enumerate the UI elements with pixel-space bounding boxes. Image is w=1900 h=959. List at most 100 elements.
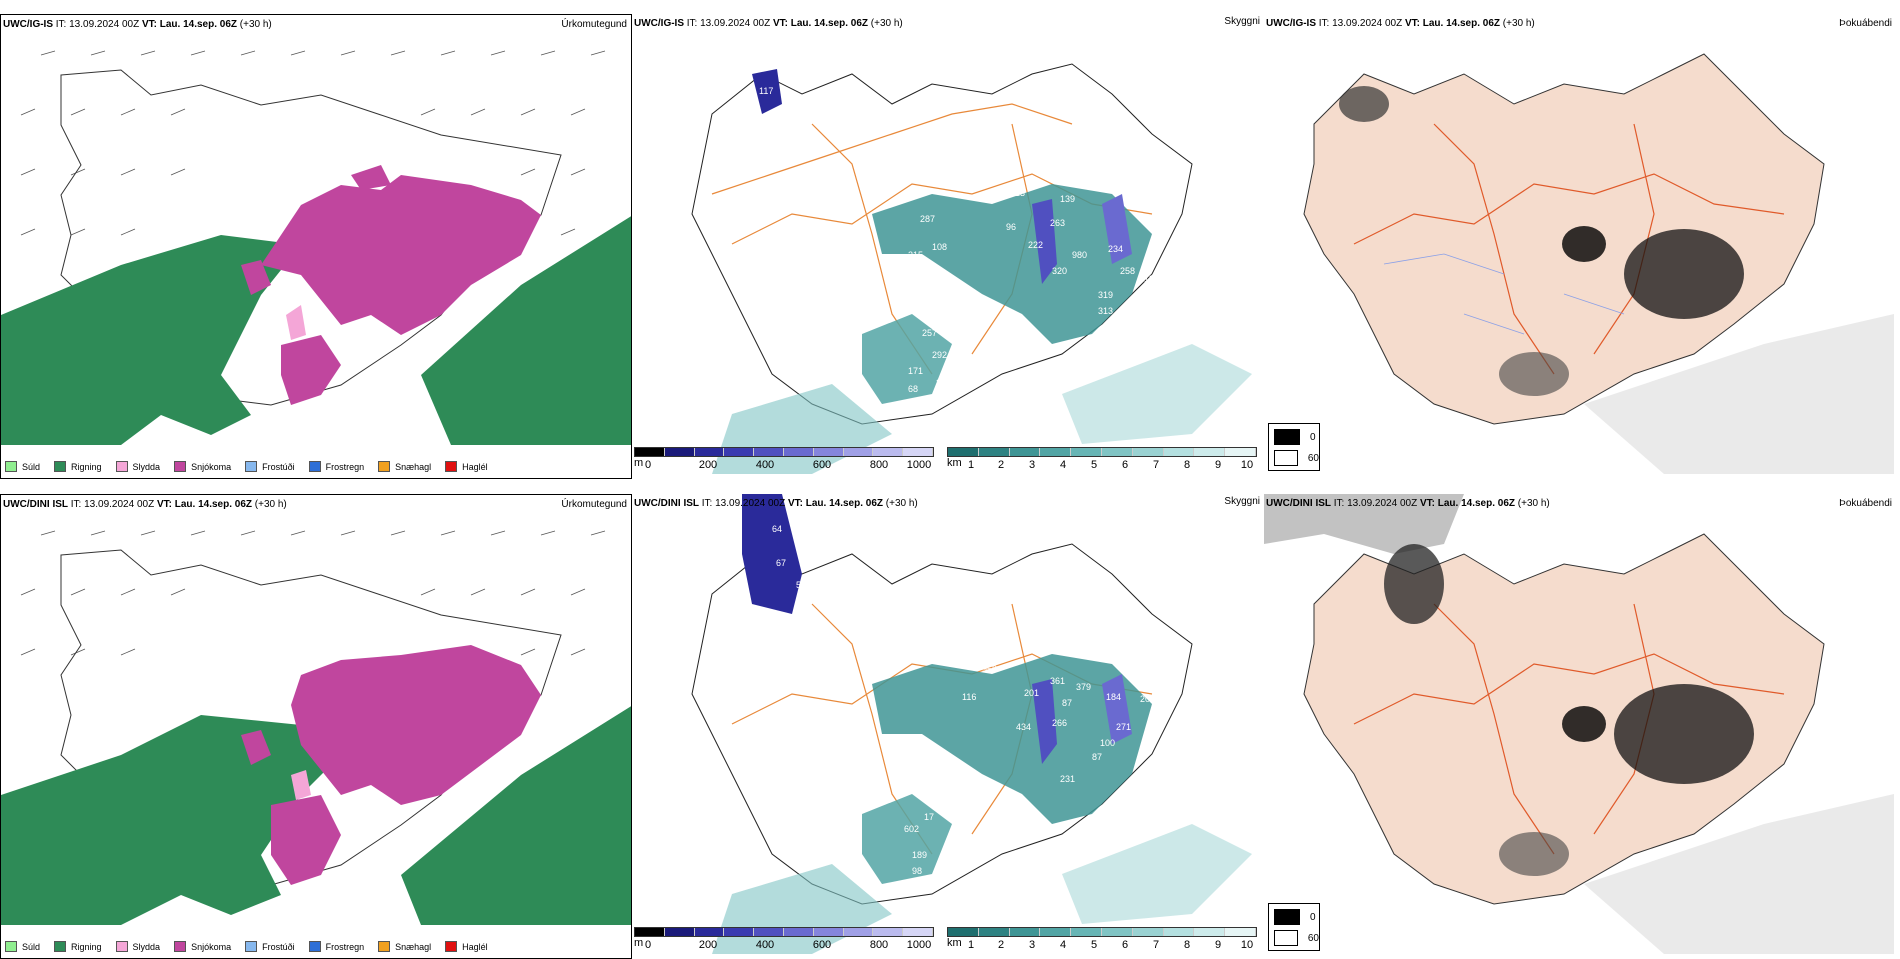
panel-header: UWC/IG-IS IT: 13.09.2024 00Z VT: Lau. 14…: [634, 18, 903, 29]
tick-label: 400: [755, 459, 775, 471]
precip-legend: Súld Rigning Slydda Snjókoma Frostúði Fr…: [5, 461, 488, 472]
panel-title: Úrkomutegund: [561, 19, 627, 30]
colorbar-ticks: 1 2 3 4 5 6 7 8 9 10: [947, 939, 1257, 953]
fog-legend-label: 0: [1310, 431, 1316, 443]
tick-label: 800: [869, 939, 889, 951]
legend-item: Snæhagl: [378, 461, 431, 472]
colorbar-unit: km: [947, 937, 962, 949]
fog-legend: 0 60: [1268, 423, 1320, 471]
fog-legend-label: 60: [1307, 932, 1319, 944]
vt-value: Lau. 14.sep. 06Z: [805, 498, 884, 509]
tick-label: 1: [967, 939, 975, 951]
legend-swatch: [115, 941, 128, 952]
precip-type-map: [1, 15, 631, 478]
lead-time: (+30 h): [870, 18, 903, 29]
colorbar-unit: km: [947, 457, 962, 469]
legend-swatch: [174, 941, 187, 952]
legend-item: Rigning: [54, 461, 102, 472]
legend-label: Frostregn: [325, 941, 365, 952]
colorbar-ticks: 1 2 3 4 5 6 7 8 9 10: [947, 459, 1257, 473]
fog-legend-item: 0: [1274, 429, 1319, 445]
legend-label: Haglél: [462, 461, 488, 472]
legend-swatch: [308, 461, 321, 472]
colorbar-ticks: 0 200 400 600 800 1000: [634, 459, 934, 473]
vt-label: VT:: [772, 18, 788, 29]
it-label: IT:: [55, 19, 67, 30]
panel-title: Skyggni: [1224, 496, 1260, 507]
it-value: 13.09.2024 00Z: [84, 499, 155, 510]
lead-time: (+30 h): [885, 498, 918, 509]
fog-legend-item: 60: [1274, 450, 1319, 466]
visibility-colorbar: km 1 2 3 4 5 6 7 8 9 10: [947, 927, 1257, 957]
cloud-base-colorbar: m 0 200 400 600 800 1000: [634, 927, 934, 957]
precip-type-panel-top: UWC/IG-IS IT: 13.09.2024 00Z VT: Lau. 14…: [0, 14, 632, 479]
visibility-colorbar: km 1 2 3 4 5 6 7 8 9 10: [947, 447, 1257, 477]
tick-label: 1: [967, 459, 975, 471]
legend-item: Frostregn: [308, 461, 364, 472]
tick-label: 5: [1090, 939, 1098, 951]
tick-label: 600: [812, 939, 832, 951]
it-value: 13.09.2024 00Z: [700, 18, 771, 29]
visibility-map: [632, 494, 1264, 959]
vt-value: Lau. 14.sep. 06Z: [1437, 498, 1516, 509]
tick-label: 6: [1121, 939, 1129, 951]
colorbar-ticks: 0 200 400 600 800 1000: [634, 939, 934, 953]
precip-legend: Súld Rigning Slydda Snjókoma Frostúði Fr…: [5, 941, 488, 952]
legend-swatch: [445, 461, 458, 472]
panel-title: Skyggni: [1224, 16, 1260, 27]
it-label: IT:: [701, 498, 713, 509]
precip-type-panel-bottom: UWC/DINI ISL IT: 13.09.2024 00Z VT: Lau.…: [0, 494, 632, 959]
vt-value: Lau. 14.sep. 06Z: [1422, 18, 1501, 29]
precip-type-map: [1, 495, 631, 958]
model-name: UWC/DINI ISL: [3, 499, 68, 510]
visibility-panel-bottom: UWC/DINI ISL IT: 13.09.2024 00Z VT: Lau.…: [632, 494, 1264, 959]
legend-swatch: [308, 941, 321, 952]
colorbar-strip: [947, 927, 1257, 937]
it-value: 13.09.2024 00Z: [715, 498, 786, 509]
legend-swatch: [115, 461, 128, 472]
lead-time: (+30 h): [1517, 498, 1550, 509]
vt-label: VT:: [156, 499, 172, 510]
legend-item: Snjókoma: [174, 941, 231, 952]
legend-swatch: [54, 941, 67, 952]
legend-item: Súld: [5, 461, 40, 472]
it-value: 13.09.2024 00Z: [1347, 498, 1418, 509]
legend-swatch: [378, 461, 391, 472]
fog-legend-item: 60: [1274, 930, 1319, 946]
visibility-panel-top: UWC/IG-IS IT: 13.09.2024 00Z VT: Lau. 14…: [632, 14, 1264, 479]
panel-header: UWC/DINI ISL IT: 13.09.2024 00Z VT: Lau.…: [3, 499, 287, 510]
tick-label: 9: [1214, 459, 1222, 471]
legend-label: Rigning: [71, 461, 102, 472]
panel-title: Þokuábendi: [1839, 18, 1892, 29]
tick-label: 200: [698, 939, 718, 951]
model-name: UWC/IG-IS: [634, 18, 684, 29]
vt-label: VT:: [787, 498, 803, 509]
legend-label: Rigning: [71, 941, 102, 952]
vt-value: Lau. 14.sep. 06Z: [790, 18, 869, 29]
tick-label: 600: [812, 459, 832, 471]
fog-legend-swatch: [1274, 930, 1298, 946]
tick-label: 7: [1152, 459, 1160, 471]
tick-label: 3: [1028, 459, 1036, 471]
vt-label: VT:: [1404, 18, 1420, 29]
panel-title: Úrkomutegund: [561, 499, 627, 510]
colorbar-unit: m: [634, 937, 644, 949]
tick-label: 6: [1121, 459, 1129, 471]
tick-label: 10: [1240, 939, 1254, 951]
fog-panel-top: UWC/IG-IS IT: 13.09.2024 00Z VT: Lau. 14…: [1264, 14, 1896, 479]
fog-map: [1264, 14, 1896, 479]
tick-label: 0: [644, 939, 652, 951]
legend-swatch: [445, 941, 458, 952]
legend-item: Frostúði: [245, 941, 295, 952]
model-name: UWC/DINI ISL: [634, 498, 699, 509]
lead-time: (+30 h): [239, 19, 272, 30]
legend-label: Frostúði: [262, 461, 295, 472]
legend-item: Súld: [5, 941, 40, 952]
legend-swatch: [5, 941, 17, 952]
it-label: IT:: [70, 499, 82, 510]
it-label: IT:: [686, 18, 698, 29]
legend-item: Frostúði: [245, 461, 295, 472]
tick-label: 200: [698, 459, 718, 471]
fog-legend-label: 60: [1307, 452, 1319, 464]
legend-item: Rigning: [54, 941, 102, 952]
